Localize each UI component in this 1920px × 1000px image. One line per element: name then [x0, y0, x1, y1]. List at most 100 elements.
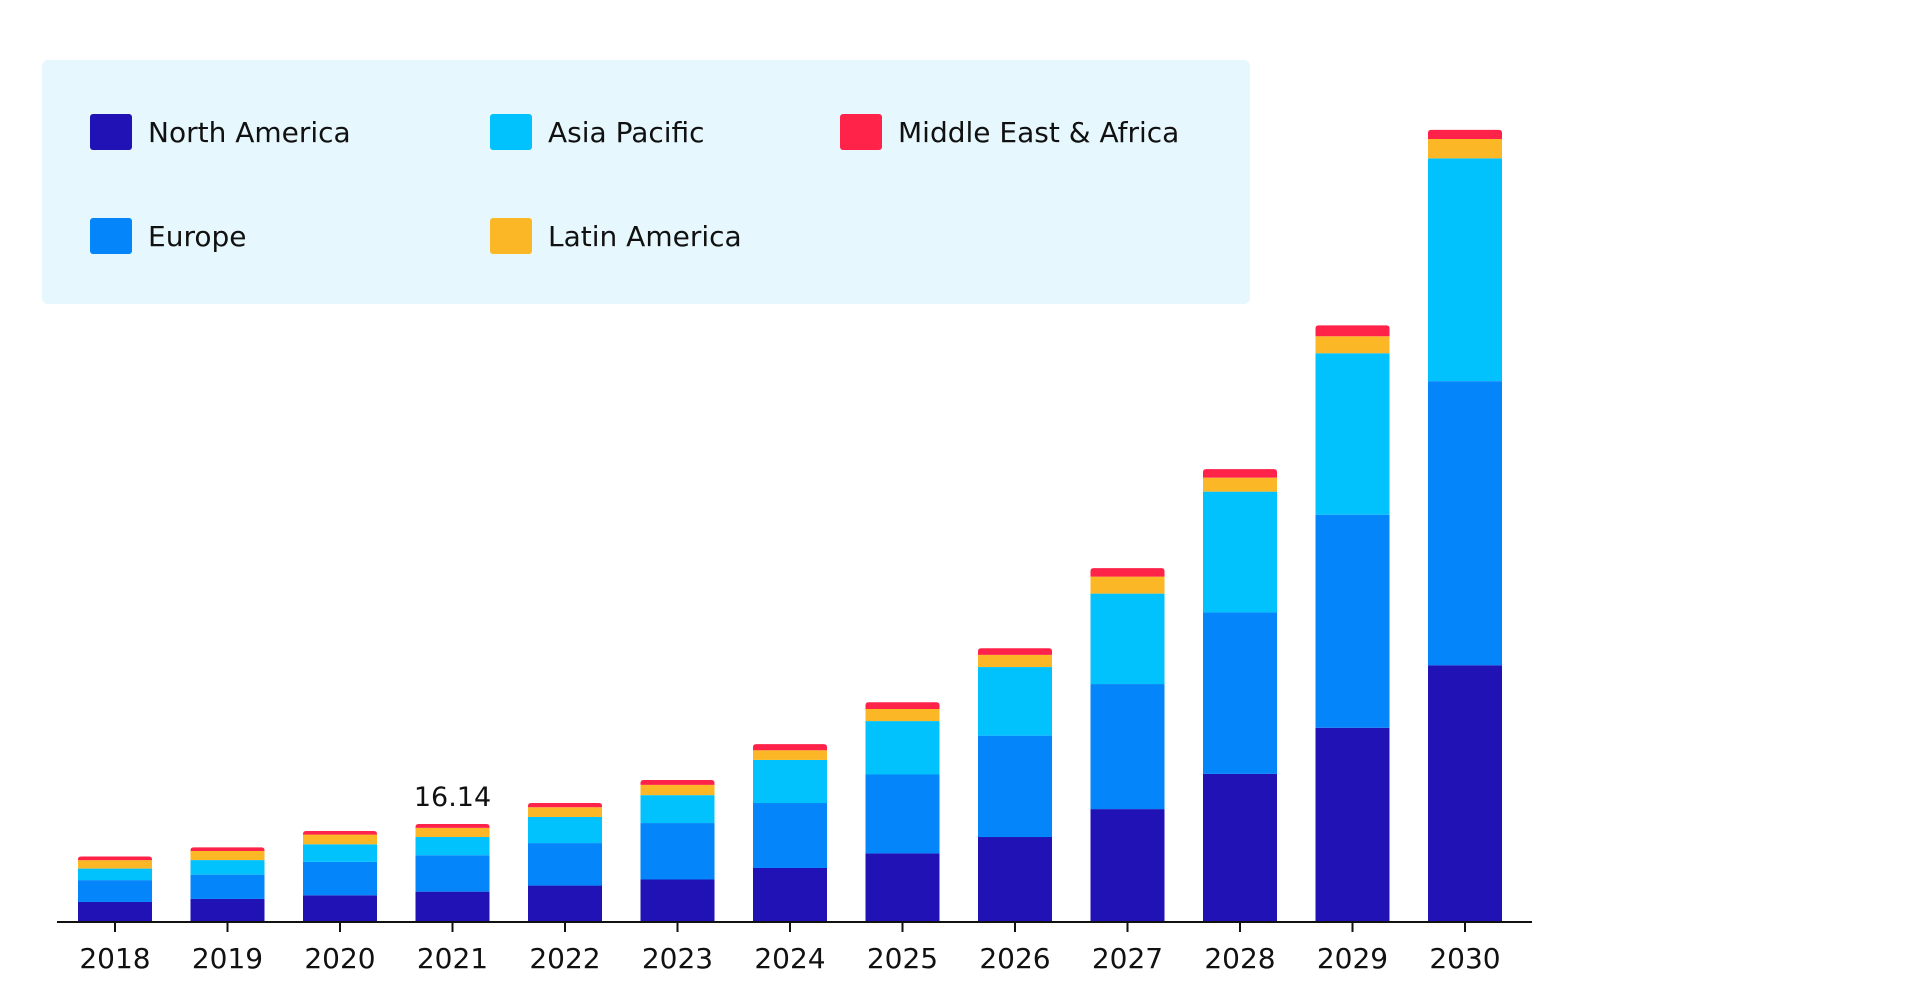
bar-north-america-2018[interactable] — [78, 901, 152, 922]
bar-middle-east-and-africa-2028[interactable] — [1203, 469, 1277, 478]
bar-latin-america-2020[interactable] — [303, 834, 377, 845]
bar-latin-america-2030[interactable] — [1428, 138, 1502, 159]
bar-middle-east-and-africa-2025[interactable] — [865, 702, 940, 709]
bar-asia-pacific-2023[interactable] — [640, 795, 715, 824]
bar-europe-2022[interactable] — [528, 843, 602, 886]
bar-asia-pacific-2018[interactable] — [78, 868, 152, 881]
x-tick-label-2019: 2019 — [192, 942, 263, 975]
bar-middle-east-and-africa-2027[interactable] — [1090, 568, 1165, 577]
bar-asia-pacific-2021[interactable] — [415, 837, 490, 856]
bar-latin-america-2024[interactable] — [753, 750, 827, 760]
bar-middle-east-and-africa-2030[interactable] — [1428, 129, 1502, 139]
bar-latin-america-2026[interactable] — [978, 654, 1052, 668]
bar-asia-pacific-2020[interactable] — [303, 844, 377, 862]
bar-stack-2030 — [1428, 129, 1502, 922]
bars-layer — [78, 129, 1502, 922]
bar-europe-2021[interactable] — [415, 855, 490, 892]
bar-europe-2027[interactable] — [1090, 684, 1165, 810]
legend-label: Middle East & Africa — [898, 115, 1180, 149]
bar-stack-2025 — [865, 702, 940, 922]
x-tick-label-2030: 2030 — [1429, 942, 1500, 975]
bar-middle-east-and-africa-2020[interactable] — [303, 830, 377, 835]
bar-latin-america-2021[interactable] — [415, 827, 490, 838]
bar-north-america-2027[interactable] — [1090, 809, 1165, 922]
bar-europe-2026[interactable] — [978, 735, 1052, 838]
bar-latin-america-2029[interactable] — [1315, 336, 1390, 354]
bar-north-america-2025[interactable] — [865, 853, 940, 922]
bar-europe-2025[interactable] — [865, 774, 940, 854]
legend-item-latin-america[interactable]: Latin America — [490, 216, 742, 256]
bar-europe-2030[interactable] — [1428, 381, 1502, 666]
bar-stack-2024 — [753, 744, 827, 922]
bar-asia-pacific-2030[interactable] — [1428, 158, 1502, 382]
x-tick-label-2018: 2018 — [79, 942, 150, 975]
bar-latin-america-2027[interactable] — [1090, 576, 1165, 594]
bar-europe-2028[interactable] — [1203, 612, 1277, 774]
bar-middle-east-and-africa-2019[interactable] — [190, 847, 265, 851]
legend-item-asia-pacific[interactable]: Asia Pacific — [490, 112, 705, 152]
bar-europe-2020[interactable] — [303, 861, 377, 896]
bar-north-america-2024[interactable] — [753, 867, 827, 922]
bar-asia-pacific-2027[interactable] — [1090, 593, 1165, 685]
bar-north-america-2022[interactable] — [528, 885, 602, 922]
data-label-2021: 16.14 — [414, 782, 491, 813]
x-tick-label-2028: 2028 — [1204, 942, 1275, 975]
bar-north-america-2028[interactable] — [1203, 773, 1277, 922]
bar-middle-east-and-africa-2026[interactable] — [978, 648, 1052, 655]
bar-north-america-2030[interactable] — [1428, 665, 1502, 922]
x-tick-label-2024: 2024 — [754, 942, 825, 975]
bar-stack-2027 — [1090, 568, 1165, 922]
bar-stack-2026 — [978, 648, 1052, 922]
bar-north-america-2023[interactable] — [640, 879, 715, 922]
bar-middle-east-and-africa-2018[interactable] — [78, 856, 152, 861]
bar-stack-2020 — [303, 830, 377, 922]
data-labels: 16.14 — [414, 782, 491, 813]
bar-europe-2029[interactable] — [1315, 514, 1390, 728]
bar-asia-pacific-2025[interactable] — [865, 721, 940, 775]
bar-north-america-2019[interactable] — [190, 898, 265, 922]
bar-stack-2019 — [190, 847, 265, 922]
bar-europe-2019[interactable] — [190, 874, 265, 899]
bar-middle-east-and-africa-2024[interactable] — [753, 744, 827, 751]
bar-north-america-2026[interactable] — [978, 837, 1052, 922]
legend-swatch-europe — [90, 218, 132, 254]
legend-item-middle-east-africa[interactable]: Middle East & Africa — [840, 112, 1179, 152]
bar-latin-america-2025[interactable] — [865, 708, 940, 722]
bar-asia-pacific-2022[interactable] — [528, 816, 602, 844]
bar-asia-pacific-2019[interactable] — [190, 860, 265, 875]
bar-europe-2023[interactable] — [640, 823, 715, 880]
bar-north-america-2020[interactable] — [303, 895, 377, 922]
bar-middle-east-and-africa-2022[interactable] — [528, 803, 602, 808]
legend-label: Europe — [148, 219, 247, 253]
legend-label: North America — [148, 115, 351, 149]
bar-asia-pacific-2028[interactable] — [1203, 491, 1277, 613]
bar-latin-america-2028[interactable] — [1203, 477, 1277, 492]
bar-europe-2018[interactable] — [78, 880, 152, 902]
bar-asia-pacific-2026[interactable] — [978, 667, 1052, 736]
bar-north-america-2029[interactable] — [1315, 727, 1390, 922]
bar-latin-america-2019[interactable] — [190, 850, 265, 861]
bar-latin-america-2023[interactable] — [640, 784, 715, 796]
x-tick-label-2022: 2022 — [529, 942, 600, 975]
legend-item-north-america[interactable]: North America — [90, 112, 351, 152]
x-tick-label-2025: 2025 — [867, 942, 938, 975]
legend-swatch-north-america — [90, 114, 132, 150]
bar-north-america-2021[interactable] — [415, 891, 490, 922]
bar-middle-east-and-africa-2023[interactable] — [640, 779, 715, 785]
bar-middle-east-and-africa-2021[interactable] — [415, 824, 490, 828]
legend-swatch-asia-pacific — [490, 114, 532, 150]
x-tick-label-2023: 2023 — [642, 942, 713, 975]
bar-middle-east-and-africa-2029[interactable] — [1315, 325, 1390, 337]
bar-latin-america-2018[interactable] — [78, 860, 152, 869]
bar-asia-pacific-2029[interactable] — [1315, 353, 1390, 515]
bar-latin-america-2022[interactable] — [528, 807, 602, 817]
bar-asia-pacific-2024[interactable] — [753, 759, 827, 804]
x-tick-label-2027: 2027 — [1092, 942, 1163, 975]
bar-europe-2024[interactable] — [753, 803, 827, 868]
legend-item-europe[interactable]: Europe — [90, 216, 246, 256]
legend-swatch-middle-east-africa — [840, 114, 882, 150]
bar-stack-2021 — [415, 824, 490, 922]
legend-label: Asia Pacific — [548, 115, 705, 149]
legend-label: Latin America — [548, 219, 742, 253]
